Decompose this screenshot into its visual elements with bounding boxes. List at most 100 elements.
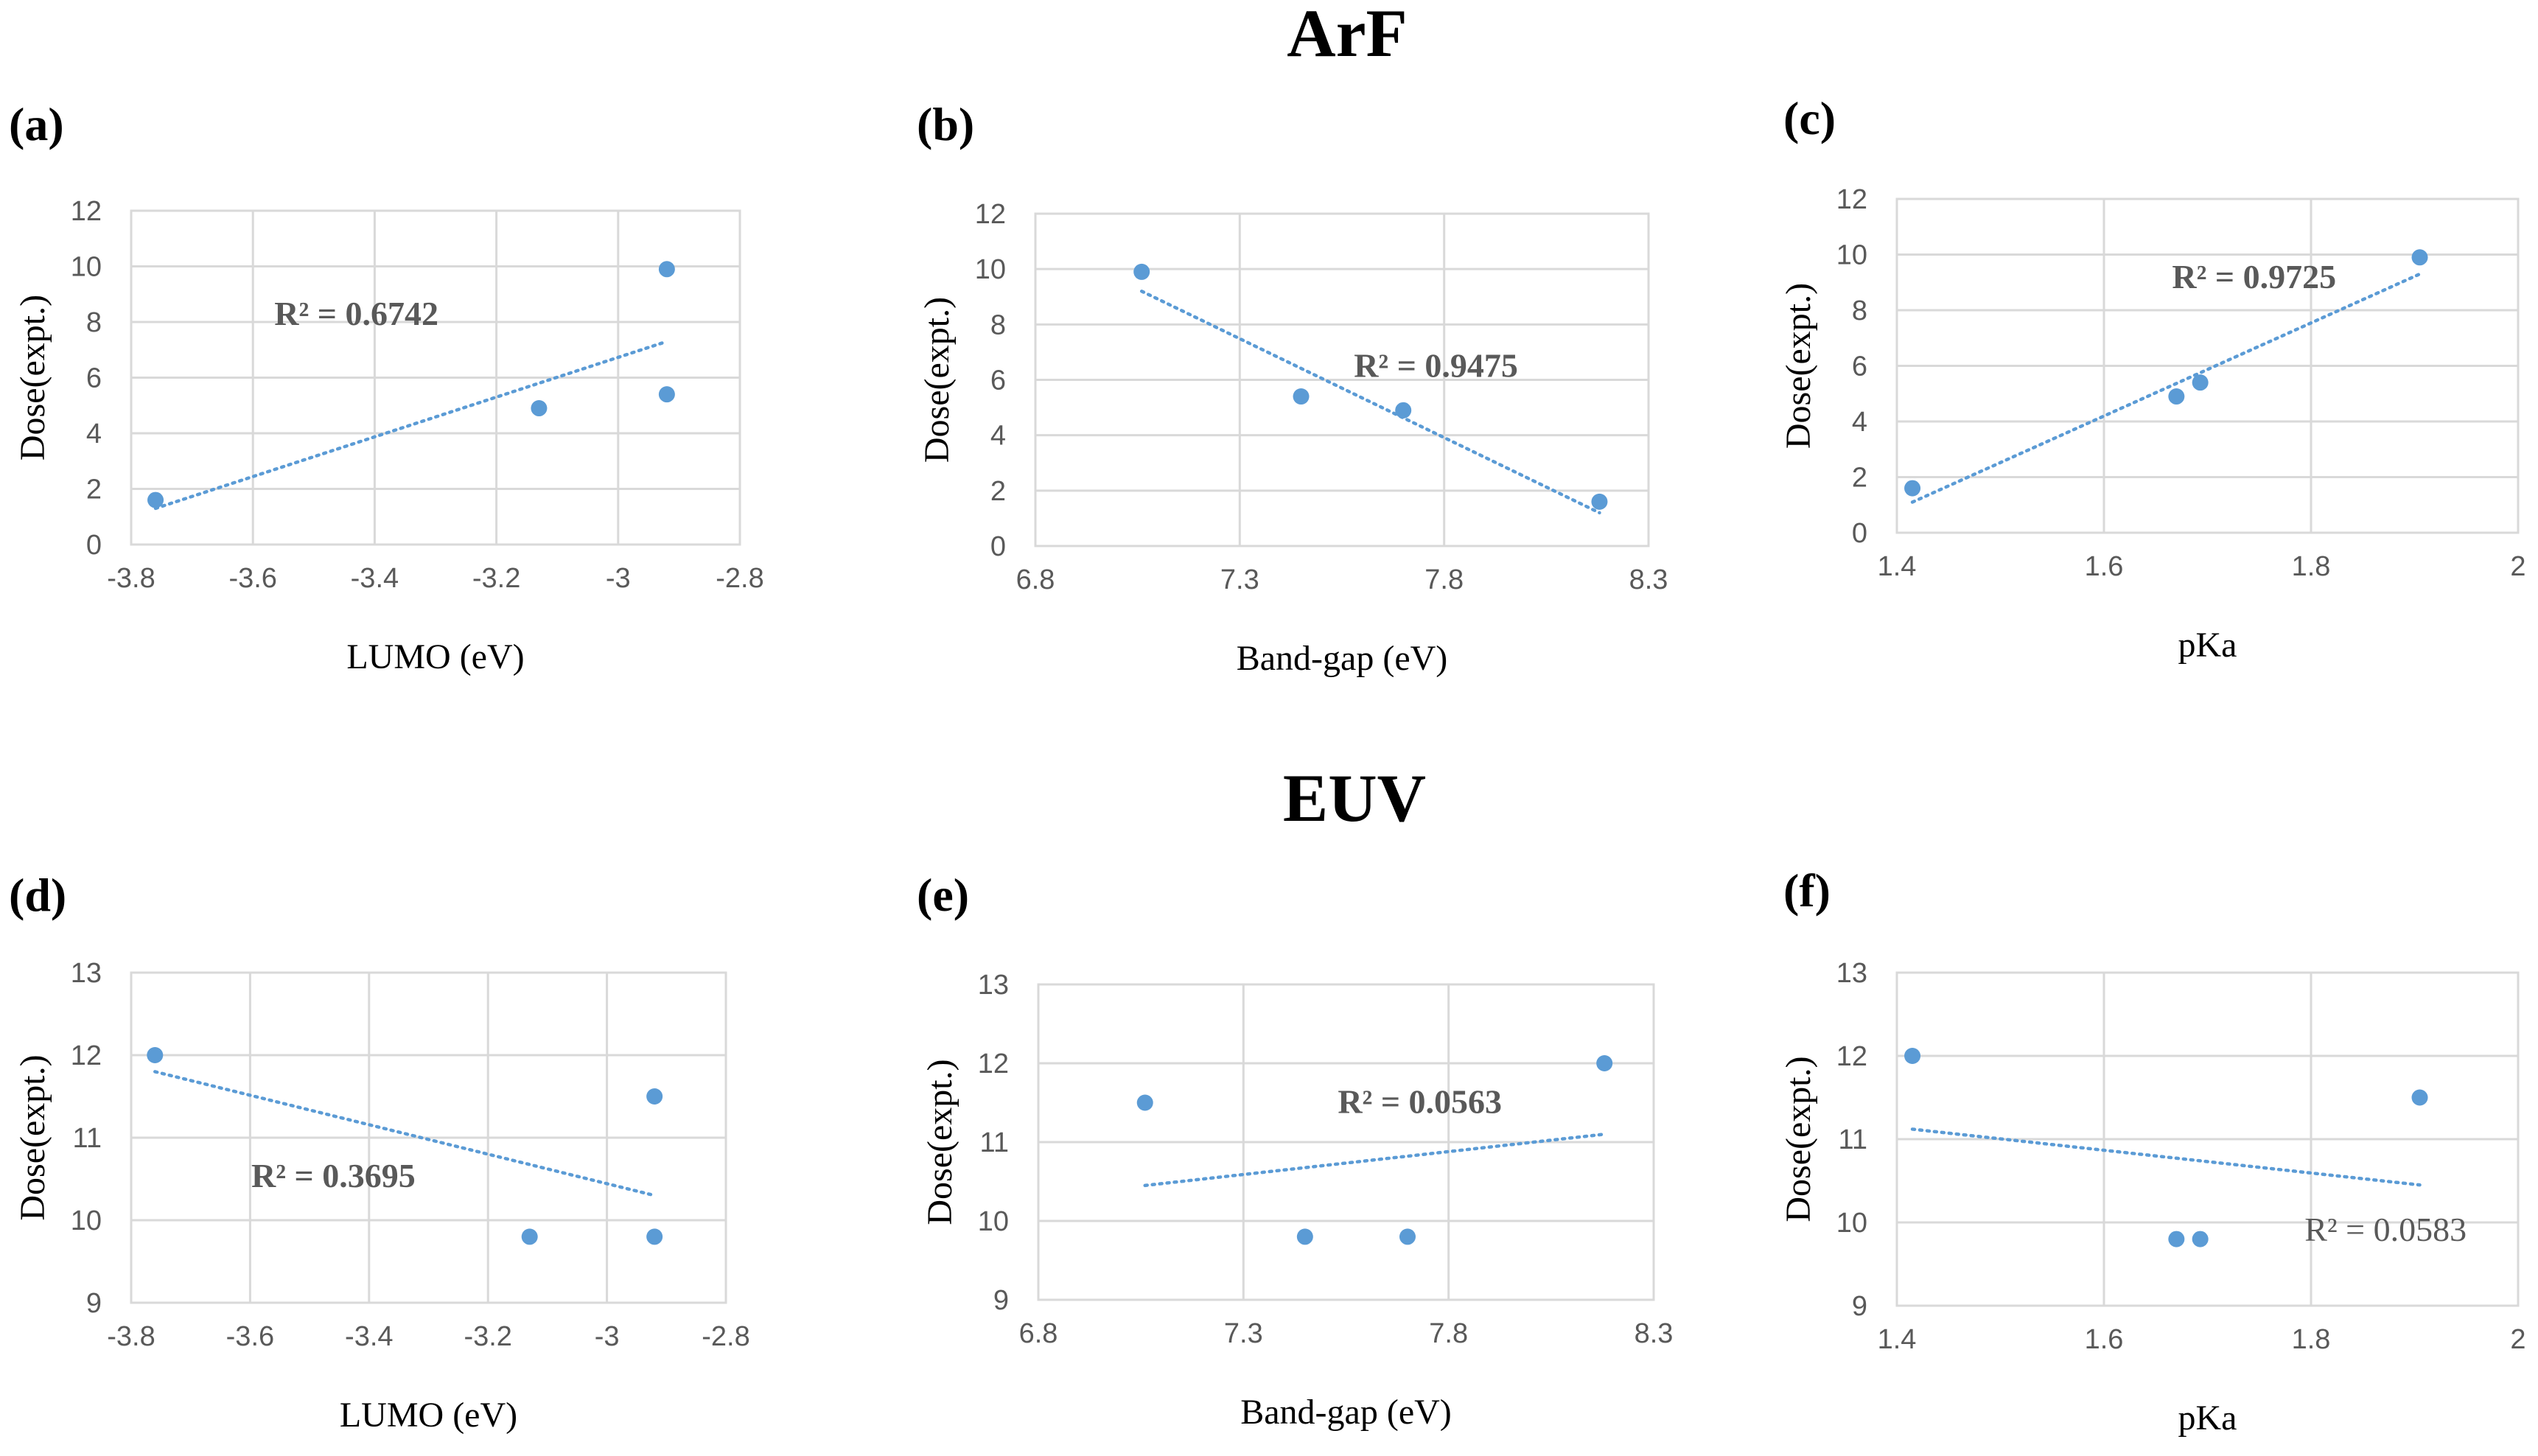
plot-frame xyxy=(1037,983,1655,1301)
x-tick-label: -3.6 xyxy=(226,1321,274,1352)
y-tick-label: 6 xyxy=(1852,351,1867,382)
section-title-euv: EUV xyxy=(1282,760,1427,836)
x-tick-label: 6.8 xyxy=(1019,1318,1058,1349)
y-tick-label: 13 xyxy=(1836,958,1867,989)
panel-label-f: (f) xyxy=(1783,864,1831,917)
y-tick-label: 0 xyxy=(990,531,1006,562)
section-title-arf: ArF xyxy=(1287,0,1408,71)
x-tick-label: 1.6 xyxy=(2085,1324,2124,1355)
y-tick-label: 8 xyxy=(1852,295,1867,326)
x-tick-label: 7.8 xyxy=(1424,564,1464,595)
data-point xyxy=(147,491,164,508)
x-tick-label: 6.8 xyxy=(1016,564,1055,595)
y-axis-title: Dose(expt.) xyxy=(13,295,52,461)
y-tick-label: 6 xyxy=(86,363,102,394)
plot-frame xyxy=(130,971,727,1304)
trendline xyxy=(153,1070,657,1197)
data-point xyxy=(2192,1231,2209,1247)
y-tick-label: 12 xyxy=(975,199,1006,230)
plot-frame xyxy=(1034,212,1650,547)
y-tick-label: 9 xyxy=(993,1285,1009,1316)
data-point xyxy=(1395,402,1412,419)
x-tick-label: 7.3 xyxy=(1224,1318,1263,1349)
x-tick-label: -3 xyxy=(595,1321,620,1352)
x-tick-label: 8.3 xyxy=(1635,1318,1674,1349)
r-squared-label: R² = 0.3695 xyxy=(251,1157,416,1194)
y-tick-label: 8 xyxy=(86,307,102,338)
panel-label-c: (c) xyxy=(1783,92,1836,144)
x-tick-label: -3.8 xyxy=(107,563,155,594)
y-tick-label: 8 xyxy=(990,309,1006,340)
r-squared-label: R² = 0.9475 xyxy=(1354,347,1518,385)
x-axis-title: LUMO (eV) xyxy=(340,1396,517,1435)
y-tick-label: 11 xyxy=(73,1123,102,1154)
y-axis-title: Dose(expt.) xyxy=(917,297,957,463)
trendline xyxy=(1910,272,2422,504)
y-axis-title: Dose(expt.) xyxy=(920,1059,959,1225)
trendline xyxy=(1139,289,1601,515)
x-tick-label: 2 xyxy=(2510,551,2525,582)
plot-frame xyxy=(1895,971,2520,1307)
x-axis-title: LUMO (eV) xyxy=(346,637,524,676)
data-point xyxy=(521,1228,538,1245)
panel-label-a: (a) xyxy=(9,98,64,150)
y-tick-label: 13 xyxy=(71,958,102,989)
trendline xyxy=(153,340,669,511)
x-tick-label: 2 xyxy=(2510,1324,2525,1355)
y-tick-label: 10 xyxy=(71,1205,102,1236)
x-tick-label: 8.3 xyxy=(1629,564,1668,595)
x-tick-label: -2.8 xyxy=(702,1321,749,1352)
x-tick-label: -3.6 xyxy=(228,563,276,594)
x-axis-title: Band-gap (eV) xyxy=(1240,1393,1452,1432)
y-tick-label: 10 xyxy=(978,1206,1009,1237)
y-tick-label: 12 xyxy=(1836,1041,1867,1072)
data-point xyxy=(1296,1228,1313,1245)
y-tick-label: 2 xyxy=(990,476,1006,507)
y-tick-label: 10 xyxy=(71,252,102,283)
r-squared-label: R² = 0.0583 xyxy=(2304,1211,2467,1248)
data-point xyxy=(646,1088,663,1105)
plot-frame xyxy=(130,209,741,546)
plot-frame xyxy=(1895,197,2520,534)
data-point xyxy=(1133,263,1150,280)
y-axis-title: Dose(expt.) xyxy=(13,1054,52,1220)
x-tick-label: 1.6 xyxy=(2085,551,2124,582)
x-tick-label: 7.8 xyxy=(1429,1318,1468,1349)
data-point xyxy=(1591,493,1608,510)
y-tick-label: 2 xyxy=(86,475,102,505)
x-tick-label: -3.4 xyxy=(345,1321,393,1352)
y-tick-label: 12 xyxy=(978,1049,1009,1079)
data-point xyxy=(2168,388,2185,405)
y-axis-title: Dose(expt.) xyxy=(1779,283,1818,449)
x-tick-label: 1.8 xyxy=(2292,1324,2331,1355)
x-tick-label: -3.8 xyxy=(107,1321,155,1352)
y-tick-label: 4 xyxy=(990,421,1006,452)
y-tick-label: 9 xyxy=(86,1288,102,1319)
y-tick-label: 12 xyxy=(71,1040,102,1071)
x-tick-label: 1.4 xyxy=(1878,551,1917,582)
y-tick-label: 9 xyxy=(1852,1291,1867,1322)
data-point xyxy=(646,1228,663,1245)
trendline xyxy=(1143,1133,1607,1188)
y-tick-label: 4 xyxy=(86,419,102,449)
data-point xyxy=(1293,388,1310,405)
y-tick-label: 11 xyxy=(1839,1124,1867,1155)
x-tick-label: -3.2 xyxy=(464,1321,511,1352)
r-squared-label: R² = 0.0563 xyxy=(1338,1082,1502,1120)
data-point xyxy=(658,386,675,403)
y-tick-label: 13 xyxy=(978,970,1009,1001)
y-tick-label: 10 xyxy=(1836,240,1867,271)
data-point xyxy=(1904,480,1921,497)
data-point xyxy=(1399,1228,1416,1245)
y-tick-label: 10 xyxy=(1836,1208,1867,1239)
data-point xyxy=(147,1047,164,1063)
x-axis-title: pKa xyxy=(2178,1399,2237,1438)
y-tick-label: 11 xyxy=(980,1127,1009,1158)
x-tick-label: -2.8 xyxy=(716,563,763,594)
y-tick-label: 2 xyxy=(1852,463,1867,494)
y-tick-label: 10 xyxy=(975,254,1006,285)
